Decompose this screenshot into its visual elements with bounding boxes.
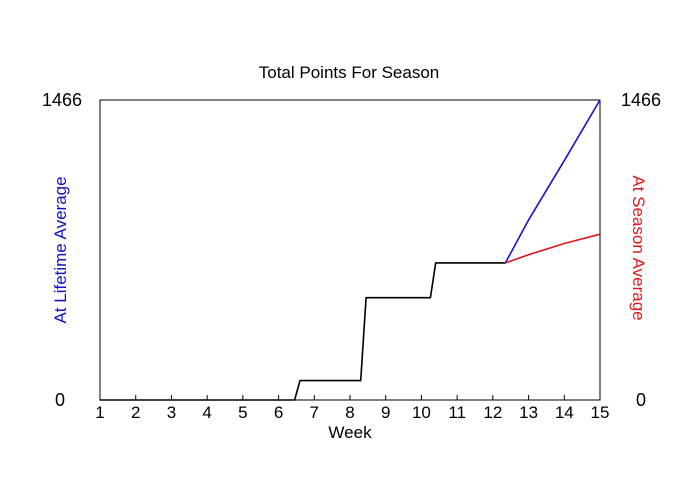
x-tick-label: 5 — [238, 403, 247, 422]
x-tick-label: 10 — [412, 403, 431, 422]
x-tick-label: 15 — [591, 403, 610, 422]
chart-title: Total Points For Season — [259, 63, 439, 82]
x-tick-label: 1 — [95, 403, 104, 422]
x-tick-label: 9 — [381, 403, 390, 422]
x-axis-label: Week — [328, 423, 372, 442]
x-tick-label: 7 — [310, 403, 319, 422]
x-tick-label: 14 — [555, 403, 574, 422]
x-tick-label: 6 — [274, 403, 283, 422]
y-min-left: 0 — [55, 390, 65, 410]
x-tick-label: 4 — [202, 403, 211, 422]
x-tick-label: 8 — [345, 403, 354, 422]
series-line-2 — [504, 99, 601, 264]
series-line-1 — [100, 262, 506, 401]
x-axis-ticks: 1 2 3 4 5 6 7 8 9 10 11 12 13 14 15 — [95, 395, 609, 422]
y-max-right: 1466 — [621, 90, 661, 110]
x-tick-label: 2 — [131, 403, 140, 422]
y-min-right: 0 — [636, 390, 646, 410]
y-max-left: 1466 — [42, 90, 82, 110]
x-tick-label: 13 — [519, 403, 538, 422]
y-axis-label-right: At Season Average — [629, 175, 648, 320]
series-layer — [100, 99, 601, 401]
series-line-3 — [505, 233, 601, 264]
y-axis-label-left: At Lifetime Average — [51, 176, 70, 323]
x-tick-label: 11 — [448, 403, 466, 422]
plot-frame — [99, 99, 601, 401]
x-tick-label: 3 — [167, 403, 176, 422]
x-tick-label: 12 — [483, 403, 502, 422]
